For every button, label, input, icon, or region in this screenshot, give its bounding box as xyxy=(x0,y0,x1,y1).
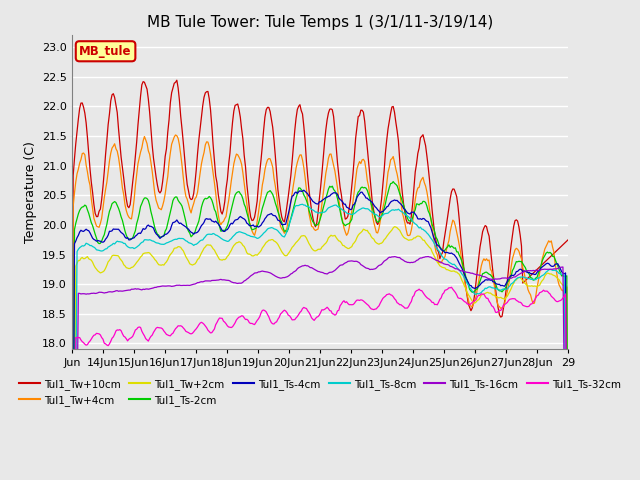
Tul1_Tw+10cm xyxy=(85,150,93,156)
Tul1_Ts-16cm xyxy=(85,291,93,297)
Tul1_Ts-4cm xyxy=(423,218,431,224)
Tul1_Ts-32cm xyxy=(422,293,429,299)
Tul1_Tw+2cm xyxy=(423,241,431,247)
Tul1_Tw+10cm xyxy=(324,110,332,116)
Tul1_Tw+4cm xyxy=(85,177,93,183)
Tul1_Ts-32cm xyxy=(323,304,331,310)
Legend: Tul1_Tw+10cm, Tul1_Tw+4cm, Tul1_Tw+2cm, Tul1_Ts-2cm, Tul1_Ts-4cm, Tul1_Ts-8cm, T: Tul1_Tw+10cm, Tul1_Tw+4cm, Tul1_Tw+2cm, … xyxy=(15,375,625,410)
Tul1_Ts-16cm xyxy=(323,271,331,277)
Tul1_Ts-8cm xyxy=(497,288,504,293)
Tul1_Tw+4cm xyxy=(324,156,332,161)
Tul1_Tw+2cm xyxy=(390,224,398,229)
Tul1_Tw+10cm xyxy=(173,77,180,83)
Tul1_Ts-8cm xyxy=(423,230,431,236)
Tul1_Ts-16cm xyxy=(422,254,429,260)
Tul1_Tw+4cm xyxy=(100,195,108,201)
Tul1_Tw+2cm xyxy=(562,283,570,288)
Tul1_Ts-4cm xyxy=(324,193,332,199)
Tul1_Ts-2cm xyxy=(100,232,108,238)
Tul1_Tw+4cm xyxy=(497,306,504,312)
Tul1_Ts-2cm xyxy=(423,203,431,209)
Tul1_Ts-4cm xyxy=(300,187,308,193)
Tul1_Ts-8cm xyxy=(100,247,108,253)
Tul1_Ts-4cm xyxy=(100,239,108,244)
Tul1_Tw+10cm xyxy=(497,314,504,320)
Tul1_Ts-32cm xyxy=(100,340,108,346)
Text: MB_tule: MB_tule xyxy=(79,45,132,58)
Line: Tul1_Ts-8cm: Tul1_Ts-8cm xyxy=(72,204,568,480)
Tul1_Ts-2cm xyxy=(323,191,331,197)
Tul1_Ts-4cm xyxy=(497,283,504,288)
Tul1_Ts-8cm xyxy=(85,241,93,247)
Y-axis label: Temperature (C): Temperature (C) xyxy=(24,142,36,243)
Tul1_Tw+2cm xyxy=(323,239,331,244)
Tul1_Tw+10cm xyxy=(100,168,108,174)
Title: MB Tule Tower: Tule Temps 1 (3/1/11-3/19/14): MB Tule Tower: Tule Temps 1 (3/1/11-3/19… xyxy=(147,15,493,30)
Tul1_Tw+4cm xyxy=(172,132,179,138)
Tul1_Ts-16cm xyxy=(100,290,108,296)
Tul1_Tw+2cm xyxy=(85,256,93,262)
Tul1_Ts-2cm xyxy=(389,179,397,184)
Tul1_Ts-32cm xyxy=(497,308,504,313)
Tul1_Tw+4cm xyxy=(562,289,570,295)
Tul1_Ts-16cm xyxy=(497,276,504,281)
Tul1_Ts-4cm xyxy=(85,228,93,234)
Line: Tul1_Ts-16cm: Tul1_Ts-16cm xyxy=(72,256,568,480)
Tul1_Ts-4cm xyxy=(562,270,570,276)
Tul1_Ts-16cm xyxy=(424,253,432,259)
Tul1_Ts-8cm xyxy=(324,205,332,211)
Tul1_Tw+10cm xyxy=(423,153,431,159)
Tul1_Ts-2cm xyxy=(85,211,93,216)
Tul1_Tw+2cm xyxy=(100,268,108,274)
Tul1_Ts-32cm xyxy=(562,291,570,297)
Line: Tul1_Tw+4cm: Tul1_Tw+4cm xyxy=(72,135,568,480)
Line: Tul1_Tw+10cm: Tul1_Tw+10cm xyxy=(72,80,568,480)
Tul1_Ts-2cm xyxy=(562,274,570,279)
Tul1_Ts-8cm xyxy=(299,202,307,207)
Tul1_Tw+4cm xyxy=(423,189,431,195)
Line: Tul1_Tw+2cm: Tul1_Tw+2cm xyxy=(72,227,568,480)
Tul1_Tw+10cm xyxy=(562,240,570,245)
Tul1_Ts-32cm xyxy=(447,285,455,290)
Tul1_Ts-2cm xyxy=(497,288,504,294)
Line: Tul1_Ts-2cm: Tul1_Ts-2cm xyxy=(72,181,568,480)
Tul1_Tw+2cm xyxy=(497,294,504,300)
Line: Tul1_Ts-4cm: Tul1_Ts-4cm xyxy=(72,190,568,480)
Line: Tul1_Ts-32cm: Tul1_Ts-32cm xyxy=(72,288,568,480)
Tul1_Ts-32cm xyxy=(85,339,93,345)
Tul1_Tw+10cm xyxy=(564,237,572,243)
Tul1_Ts-8cm xyxy=(562,414,570,420)
